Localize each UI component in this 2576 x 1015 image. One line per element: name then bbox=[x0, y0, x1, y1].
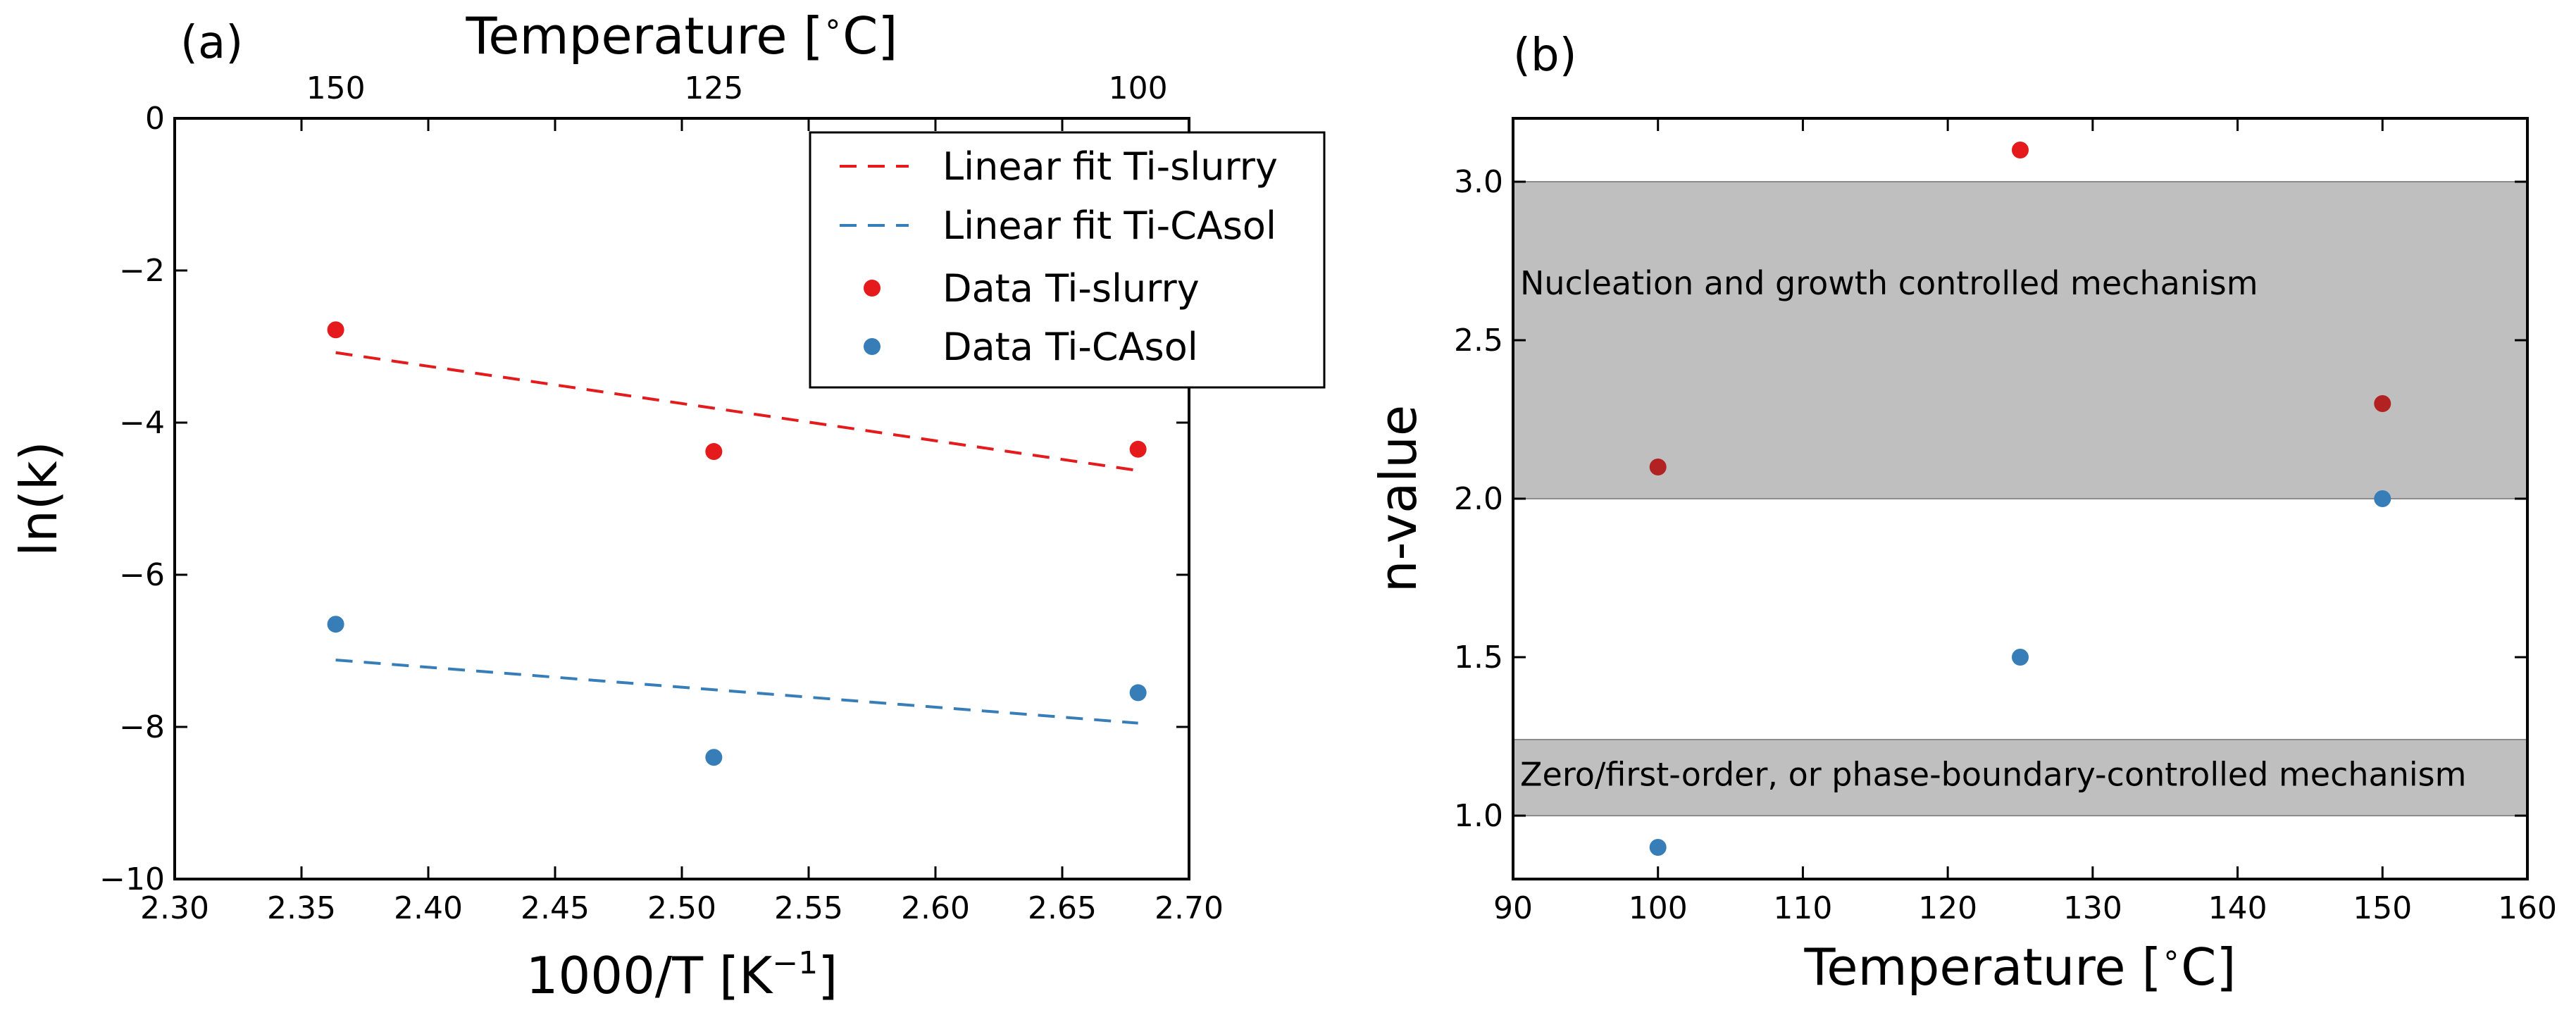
x-tick-label-140: 140 bbox=[2208, 890, 2267, 926]
x-tick-label-150: 150 bbox=[2353, 890, 2412, 926]
x-tick-label-2-60: 2.60 bbox=[901, 890, 970, 926]
data-point-data-ti-slurry-0 bbox=[327, 321, 344, 339]
top-x-axis-label-a: Temperature [∘C] bbox=[466, 6, 898, 66]
top-tick-label-100: 100 bbox=[1109, 70, 1168, 106]
x-tick-label-2-30: 2.30 bbox=[140, 890, 209, 926]
legend-label-data-ti-slurry: Data Ti-slurry bbox=[942, 266, 1200, 311]
x-ticks-a: 2.30 2.35 2.40 2.45 2.50 2.55 2.60 2.65 2.70 bbox=[140, 118, 1224, 926]
x-tick-label-100: 100 bbox=[1629, 890, 1688, 926]
legend-a: Linear fit Ti-slurry Linear fit Ti-CAsol… bbox=[809, 131, 1326, 389]
data-point-data-ti-slurry-2 bbox=[1129, 440, 1147, 458]
region-band-0 bbox=[1512, 181, 2528, 499]
fit-line-linear-fit-ti-slurry bbox=[335, 351, 1138, 473]
y-tick-label-4: −4 bbox=[119, 405, 165, 441]
legend-label-linear-fit-ti-slurry: Linear fit Ti-slurry bbox=[942, 144, 1278, 189]
data-point-data-ti-slurry-1 bbox=[705, 443, 723, 461]
x-tick-label-2-45: 2.45 bbox=[521, 890, 590, 926]
top-tick-label-150: 150 bbox=[306, 70, 366, 106]
data-point-data-ti-casol-2 bbox=[1129, 684, 1147, 702]
y-tick-label-10: −10 bbox=[99, 861, 165, 897]
x-tick-label-2-50: 2.50 bbox=[647, 890, 716, 926]
top-tick-label-125: 125 bbox=[684, 70, 743, 106]
x-axis-label-a: 1000/T [K−1] bbox=[526, 945, 838, 1005]
panel-label-b: (b) bbox=[1513, 30, 1577, 82]
plot-area-b bbox=[1649, 142, 2391, 856]
y-tick-label-1-5: 1.5 bbox=[1454, 640, 1503, 675]
y-tick-label-1-0: 1.0 bbox=[1454, 798, 1503, 834]
x-tick-label-2-70: 2.70 bbox=[1155, 890, 1224, 926]
y-tick-label-2-0: 2.0 bbox=[1454, 481, 1503, 517]
data-point-series-0-2 bbox=[2374, 395, 2391, 412]
chart-panel-a: 2.30 2.35 2.40 2.45 2.50 2.55 2.60 2.65 2.70 0 −2… bbox=[9, 6, 1326, 1005]
data-point-data-ti-casol-1 bbox=[705, 749, 723, 766]
x-tick-label-90: 90 bbox=[1493, 890, 1533, 926]
chart-panel-b: Nucleation and growth controlled mechani… bbox=[1369, 30, 2557, 997]
y-tick-label-3-0: 3.0 bbox=[1454, 164, 1503, 200]
y-axis-label-b: n-value bbox=[1369, 405, 1428, 592]
x-ticks-b: 90 100 110 120 130 140 150 160 bbox=[1493, 118, 2557, 926]
data-point-series-0-1 bbox=[2012, 142, 2029, 158]
legend-label-linear-fit-ti-casol: Linear fit Ti-CAsol bbox=[942, 204, 1276, 248]
panel-label-a: (a) bbox=[180, 17, 243, 69]
y-ticks-a: 0 −2 −4 −6 −8 −10 bbox=[99, 101, 1189, 897]
top-ticks-a: 150 125 100 bbox=[306, 70, 1168, 106]
y-tick-label-8: −8 bbox=[119, 709, 165, 745]
fit-line-linear-fit-ti-casol bbox=[335, 658, 1138, 725]
x-tick-label-2-40: 2.40 bbox=[394, 890, 463, 926]
data-point-data-ti-casol-0 bbox=[327, 616, 344, 633]
data-point-series-1-1 bbox=[2012, 649, 2029, 666]
region-label-0: Nucleation and growth controlled mechani… bbox=[1520, 264, 2258, 302]
y-ticks-b: 1.0 1.5 2.0 2.5 3.0 bbox=[1454, 164, 2527, 834]
data-point-series-0-0 bbox=[1649, 459, 1667, 475]
x-tick-label-110: 110 bbox=[1773, 890, 1832, 926]
legend-swatch-data-ti-casol bbox=[864, 338, 881, 355]
x-tick-label-2-55: 2.55 bbox=[774, 890, 843, 926]
data-point-series-1-0 bbox=[1649, 839, 1667, 856]
regions-b: Nucleation and growth controlled mechani… bbox=[1512, 181, 2528, 816]
y-tick-label-0: 0 bbox=[145, 101, 165, 137]
plot-area-a bbox=[327, 321, 1147, 766]
region-band-1 bbox=[1512, 739, 2528, 816]
region-label-1: Zero/first-order, or phase-boundary-cont… bbox=[1520, 756, 2466, 794]
x-tick-label-2-65: 2.65 bbox=[1028, 890, 1097, 926]
y-tick-label-6: −6 bbox=[119, 557, 165, 593]
x-tick-label-2-35: 2.35 bbox=[267, 890, 336, 926]
y-axis-label-a: ln(k) bbox=[9, 441, 68, 556]
legend-label-data-ti-casol: Data Ti-CAsol bbox=[942, 325, 1198, 369]
x-tick-label-120: 120 bbox=[1918, 890, 1977, 926]
legend-box bbox=[809, 131, 1326, 389]
y-tick-label-2: −2 bbox=[119, 253, 165, 289]
y-tick-label-2-5: 2.5 bbox=[1454, 323, 1503, 359]
data-point-series-1-2 bbox=[2374, 490, 2391, 507]
x-tick-label-130: 130 bbox=[2063, 890, 2122, 926]
legend-swatch-data-ti-slurry bbox=[864, 280, 881, 297]
x-axis-label-b: Temperature [∘C] bbox=[1804, 937, 2236, 997]
x-tick-label-160: 160 bbox=[2498, 890, 2557, 926]
